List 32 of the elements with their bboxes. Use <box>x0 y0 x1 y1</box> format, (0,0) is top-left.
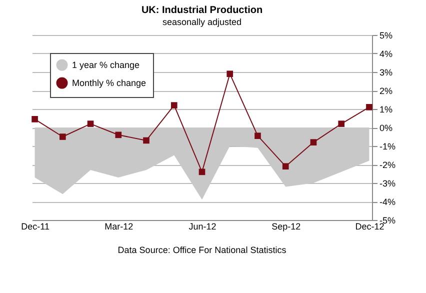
y-tick-label: 3% <box>380 68 393 78</box>
point <box>170 102 178 108</box>
y-tick-label: 1% <box>380 104 393 114</box>
y-tick-label: -4% <box>380 197 396 207</box>
point <box>254 132 261 139</box>
point <box>32 116 38 122</box>
y-tick-label: -2% <box>380 160 396 170</box>
x-tick-label: Dec-11 <box>21 222 50 232</box>
chart-title: UK: Industrial Production <box>141 5 263 16</box>
y-tick-label: -3% <box>380 178 396 188</box>
y-tick-label: 0% <box>380 123 393 133</box>
x-tick-label: Jun-12 <box>188 222 216 232</box>
point <box>59 134 66 140</box>
y-tick-label: -1% <box>380 142 396 152</box>
x-tick-label: Mar-12 <box>104 222 134 232</box>
point <box>226 70 234 78</box>
point <box>115 132 122 138</box>
y-tick-label: 2% <box>380 86 393 96</box>
point <box>310 139 317 146</box>
chart-subtitle: seasonally adjusted <box>162 17 242 27</box>
point <box>338 120 345 127</box>
source-note: Data Source: Office For National Statistics <box>118 245 287 255</box>
legend-label: 1 year % change <box>72 60 140 70</box>
y-tick-label: 4% <box>380 49 393 59</box>
x-tick-label: Sep-12 <box>272 222 301 232</box>
point <box>143 137 150 144</box>
y-tick-label: 5% <box>380 30 393 40</box>
point <box>87 120 94 127</box>
point <box>282 163 289 170</box>
point <box>198 168 206 176</box>
point <box>366 104 372 110</box>
legend-label: Monthly % change <box>72 78 146 88</box>
